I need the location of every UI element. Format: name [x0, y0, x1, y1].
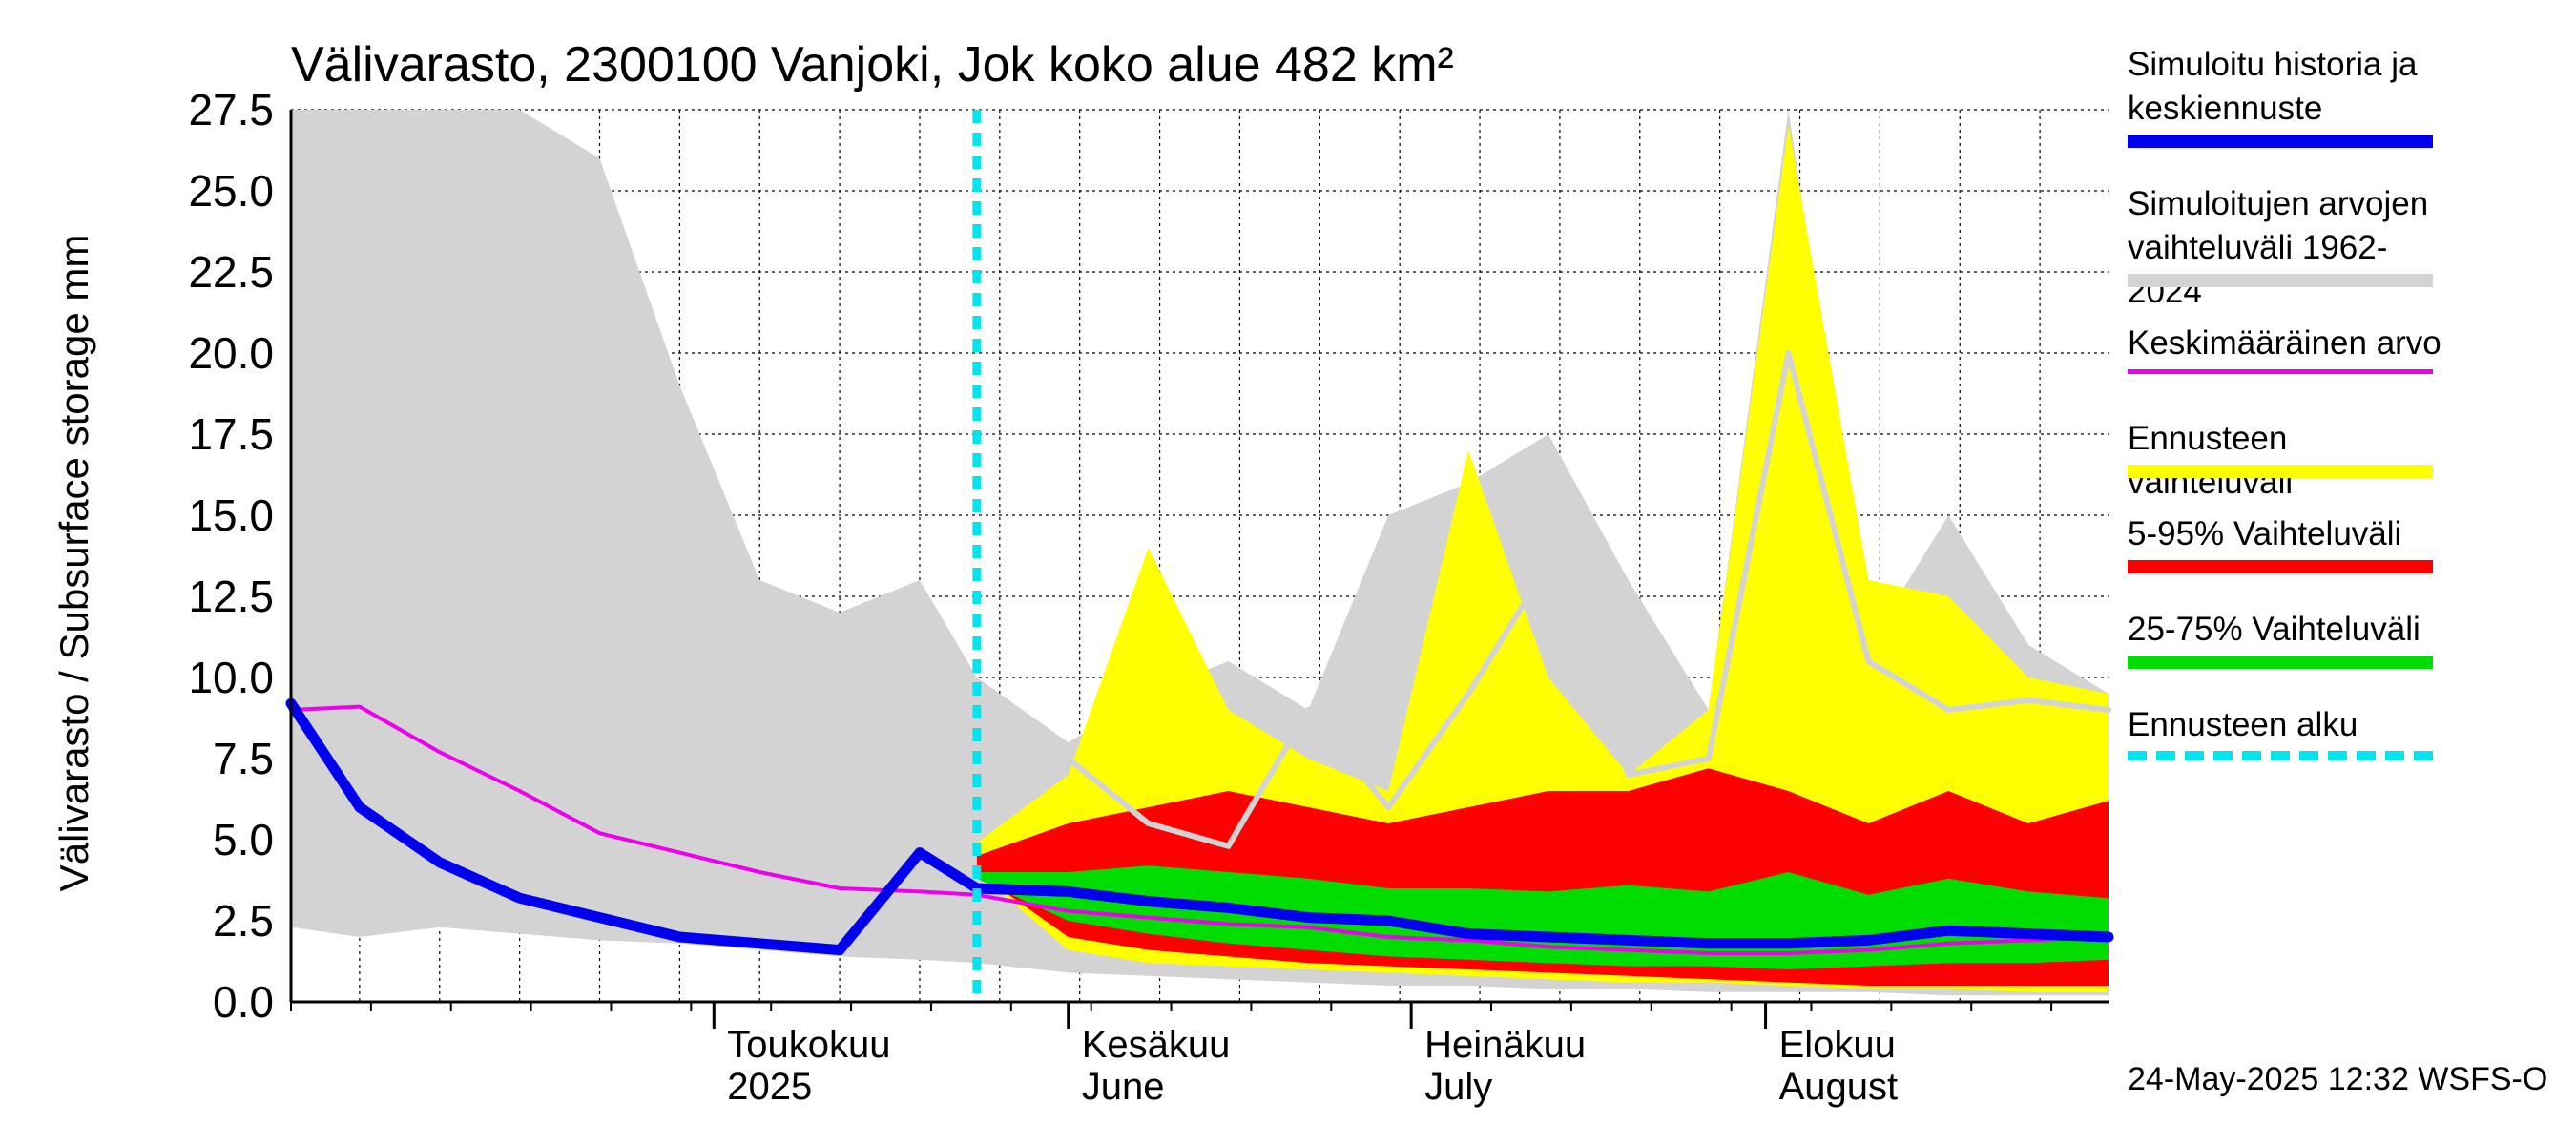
- legend-swatch: [2128, 274, 2433, 287]
- legend-label: Ennusteen alku: [2128, 706, 2358, 743]
- y-tick-label: 7.5: [213, 734, 274, 783]
- legend-label: Simuloitujen arvojen vaihteluväli 1962-2…: [2128, 185, 2429, 310]
- x-month-sublabel: 2025: [727, 1066, 812, 1108]
- y-tick-label: 25.0: [188, 166, 274, 216]
- legend-item: Simuloitu historia ja keskiennuste: [2128, 43, 2452, 148]
- legend-label: Keskimääräinen arvo: [2128, 324, 2441, 362]
- legend-label: 5-95% Vaihteluväli: [2128, 515, 2402, 552]
- legend-swatch: [2128, 751, 2433, 760]
- y-tick-label: 0.0: [213, 977, 274, 1027]
- legend-item: 5-95% Vaihteluväli: [2128, 512, 2452, 573]
- y-tick-label: 20.0: [188, 328, 274, 378]
- legend-item: Simuloitujen arvojen vaihteluväli 1962-2…: [2128, 182, 2452, 314]
- y-tick-label: 27.5: [188, 85, 274, 135]
- y-tick-label: 17.5: [188, 409, 274, 459]
- y-tick-label: 10.0: [188, 653, 274, 702]
- y-tick-label: 12.5: [188, 572, 274, 621]
- y-tick-label: 22.5: [188, 247, 274, 297]
- legend-swatch: [2128, 369, 2433, 374]
- line-series-5: [285, 697, 2114, 956]
- x-month-sublabel: August: [1779, 1066, 1899, 1108]
- y-tick-label: 2.5: [213, 896, 274, 946]
- band-series-1: [976, 126, 2109, 992]
- x-month-label: Heinäkuu: [1424, 1024, 1586, 1066]
- x-month-label: Toukokuu: [727, 1024, 890, 1066]
- x-month-sublabel: June: [1082, 1066, 1165, 1108]
- x-month-sublabel: July: [1424, 1066, 1492, 1108]
- legend-swatch: [2128, 465, 2433, 478]
- x-month-label: Kesäkuu: [1082, 1024, 1231, 1066]
- legend-item: Ennusteen vaihteluväli: [2128, 417, 2452, 505]
- legend-label: Simuloitu historia ja keskiennuste: [2128, 46, 2418, 127]
- legend-swatch: [2128, 656, 2433, 669]
- x-month-label: Elokuu: [1779, 1024, 1896, 1066]
- y-tick-label: 15.0: [188, 490, 274, 540]
- series-layer: [285, 110, 2114, 1002]
- timestamp-footer: 24-May-2025 12:32 WSFS-O: [2128, 1061, 2548, 1097]
- legend-item: Ennusteen alku: [2128, 703, 2452, 760]
- axes: 0.0 2.5 5.0 7.5 10.0 12.5 15.0 17.5 20.0 22.5 25.0…: [188, 85, 2109, 1108]
- line-series-4: [289, 704, 2110, 955]
- legend-label: Ennusteen vaihteluväli: [2128, 420, 2294, 501]
- legend-label: 25-75% Vaihteluväli: [2128, 611, 2420, 648]
- legend-swatch: [2128, 135, 2433, 148]
- y-tick-label: 5.0: [213, 815, 274, 864]
- y-axis-label: Välivarasto / Subsurface storage mm: [52, 235, 96, 892]
- legend-item: Keskimääräinen arvo: [2128, 322, 2452, 374]
- line-series-6: [1065, 350, 2111, 849]
- legend-swatch: [2128, 560, 2433, 573]
- legend-item: 25-75% Vaihteluväli: [2128, 608, 2452, 669]
- chart-title: Välivarasto, 2300100 Vanjoki, Jok koko a…: [291, 37, 1454, 93]
